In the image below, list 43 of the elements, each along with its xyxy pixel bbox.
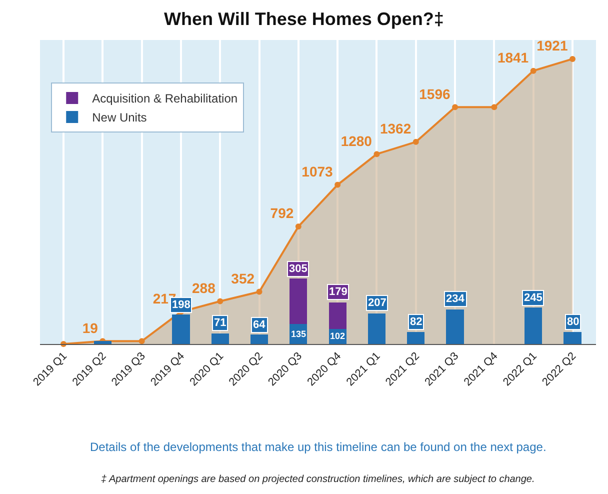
point [491, 104, 498, 110]
point [217, 298, 224, 304]
data-label: 82 [410, 316, 422, 328]
data-label: 64 [253, 319, 266, 331]
data-label: 352 [231, 270, 255, 287]
data-label: 1280 [340, 132, 372, 149]
bar [94, 341, 112, 344]
data-label: 1073 [302, 164, 334, 180]
point [374, 151, 380, 158]
data-label: 288 [192, 280, 216, 296]
data-label: 135 [291, 329, 306, 339]
data-label: 1362 [380, 120, 412, 137]
data-label: 792 [270, 205, 294, 222]
bar [368, 313, 386, 344]
point [412, 138, 419, 145]
point [138, 338, 145, 344]
data-label: 245 [524, 292, 542, 304]
data-label: 71 [214, 317, 226, 329]
point [295, 223, 302, 230]
bar [211, 333, 229, 344]
bar [328, 302, 346, 329]
point [452, 104, 458, 110]
data-label: 19 [82, 320, 98, 336]
text: Details of the developments that make up this timeline can be found on the next page. [90, 440, 546, 454]
legend-label: New Units [92, 110, 147, 125]
data-label: 207 [368, 297, 386, 309]
data-label: 80 [567, 316, 580, 328]
data-label: 305 [289, 263, 308, 275]
point [256, 288, 262, 295]
data-label: 179 [329, 286, 348, 298]
point [334, 182, 341, 188]
data-label: 1921 [536, 38, 568, 54]
point [530, 68, 536, 74]
bar [564, 332, 582, 344]
bar [446, 309, 464, 344]
data-label: 1841 [497, 50, 529, 66]
data-label: 234 [446, 293, 466, 305]
data-label: 102 [330, 331, 346, 341]
point [570, 56, 576, 62]
data-label: 1596 [419, 86, 450, 102]
legend-label: Acquisition & Rehabilitation [92, 92, 238, 106]
text: ‡ Apartment openings are based on projected construction timelines, which are subject to change. [101, 474, 535, 485]
chart-title: When Will These Homes Open?‡ [164, 8, 444, 29]
